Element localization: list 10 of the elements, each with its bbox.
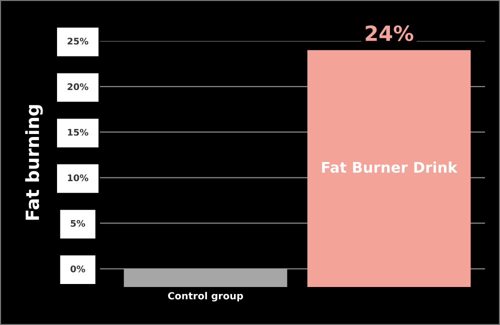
data-label: 24% [366, 25, 414, 42]
x-tick-label: Control group [168, 292, 244, 302]
y-tick-label: 0% [70, 266, 86, 272]
y-tick-label: 10% [68, 174, 88, 182]
y-tick-label: 5% [70, 220, 86, 227]
y-axis-title: Fat burning [25, 105, 43, 220]
x-tick-label: Fat Burner Drink [322, 162, 458, 173]
y-tick-label: 15% [68, 128, 88, 136]
y-tick-label: 20% [68, 83, 88, 90]
y-tick-label: 25% [68, 38, 88, 45]
